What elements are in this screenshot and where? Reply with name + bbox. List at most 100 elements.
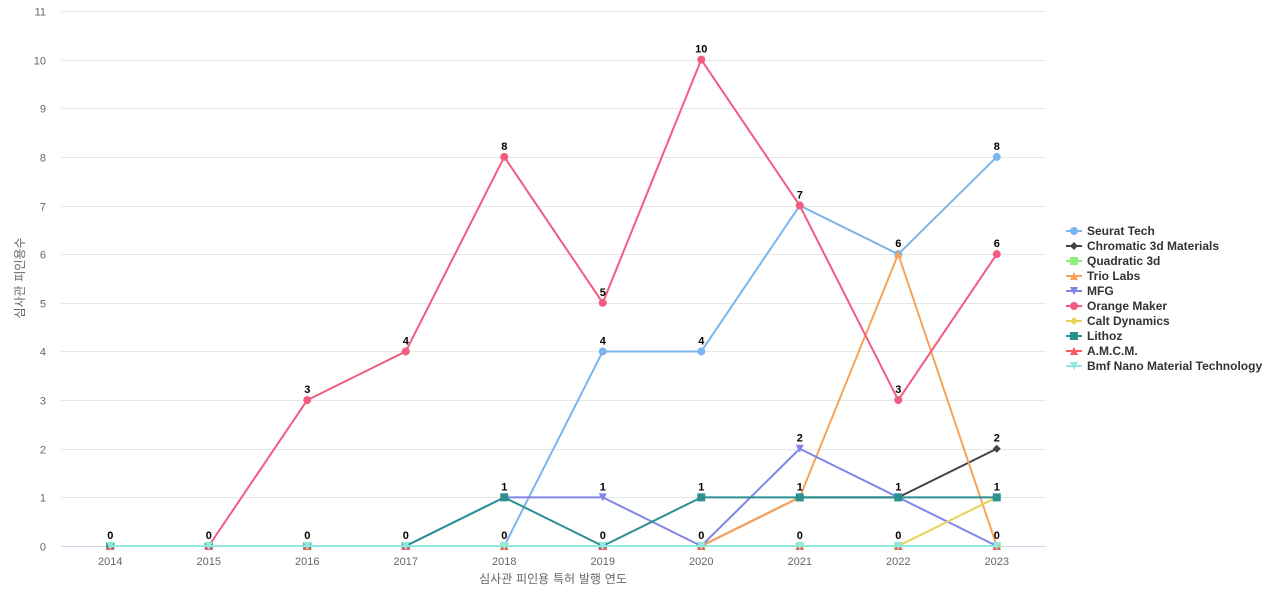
legend-marker [1070, 242, 1078, 250]
y-tick-label: 6 [40, 250, 46, 262]
data-point [500, 152, 509, 161]
data-label: 0 [600, 530, 606, 542]
x-tick-label: 2022 [886, 556, 910, 568]
series-lithoz [106, 493, 1001, 550]
legend-label: Lithoz [1087, 329, 1122, 343]
data-label: 8 [501, 141, 507, 153]
legend-item-lithoz[interactable]: Lithoz [1066, 329, 1122, 343]
legend-item-trio-labs[interactable]: Trio Labs [1066, 269, 1141, 283]
data-point [106, 542, 115, 550]
legend-label: Trio Labs [1087, 269, 1141, 283]
legend-label: Orange Maker [1087, 299, 1167, 313]
data-point [894, 542, 903, 550]
y-tick-label: 10 [34, 56, 46, 68]
y-tick-label: 3 [40, 396, 46, 408]
data-label: 0 [895, 530, 901, 542]
legend-label: Bmf Nano Material Technology [1087, 359, 1262, 373]
data-point [697, 542, 706, 550]
data-point [303, 396, 312, 405]
legend-item-orange-maker[interactable]: Orange Maker [1066, 299, 1167, 313]
data-label: 6 [994, 238, 1000, 250]
data-label: 1 [698, 481, 704, 493]
legend-marker [1070, 257, 1078, 265]
y-tick-label: 1 [40, 493, 46, 505]
x-tick-label: 2021 [788, 556, 812, 568]
y-tick-labels: 0 1 2 3 4 5 6 7 8 9 10 11 [34, 7, 46, 554]
data-label: 0 [304, 530, 310, 542]
legend-label: Calt Dynamics [1087, 314, 1170, 328]
data-label: 3 [304, 384, 310, 396]
data-label: 7 [797, 190, 803, 202]
y-tick-label: 9 [40, 104, 46, 116]
legend-label: Quadratic 3d [1087, 254, 1160, 268]
legend-marker [1070, 227, 1078, 235]
legend-marker [1070, 362, 1078, 370]
data-point [697, 493, 706, 502]
y-tick-label: 2 [40, 445, 46, 457]
y-tick-label: 8 [40, 153, 46, 165]
data-label: 1 [797, 481, 803, 493]
legend-item-mfg[interactable]: MFG [1066, 284, 1114, 298]
data-point [894, 493, 903, 502]
legend-item-quadratic-3d[interactable]: Quadratic 3d [1066, 254, 1160, 268]
legend-marker [1070, 317, 1078, 325]
data-point [303, 542, 312, 550]
data-point [204, 542, 213, 550]
grid-lines [61, 11, 1046, 547]
legend-marker [1070, 332, 1078, 340]
data-point [894, 396, 903, 405]
data-label: 8 [994, 141, 1000, 153]
legend-marker [1070, 272, 1078, 280]
data-label: 4 [698, 335, 705, 347]
data-point [795, 444, 804, 453]
data-label: 5 [600, 287, 606, 299]
y-tick-label: 7 [40, 202, 46, 214]
data-label: 0 [107, 530, 113, 542]
x-axis-title: 심사관 피인용 특허 발행 연도 [479, 571, 627, 586]
data-label: 6 [895, 238, 901, 250]
x-tick-label: 2018 [492, 556, 516, 568]
data-point [598, 493, 607, 502]
data-label: 2 [797, 433, 803, 445]
data-point [992, 250, 1001, 259]
data-label: 0 [698, 530, 704, 542]
data-label: 1 [501, 481, 507, 493]
data-point [500, 493, 509, 502]
data-point [697, 55, 706, 64]
data-label: 0 [797, 530, 803, 542]
legend-item-a-m-c-m[interactable]: A.M.C.M. [1066, 344, 1138, 358]
legend-label: A.M.C.M. [1087, 344, 1138, 358]
legend-label: Seurat Tech [1087, 224, 1155, 238]
data-label: 0 [994, 530, 1000, 542]
legend-marker [1070, 302, 1078, 310]
x-tick-label: 2020 [689, 556, 713, 568]
series-line [109, 496, 998, 547]
legend-label: MFG [1087, 284, 1114, 298]
data-labels: 0 0 0 3 0 4 0 1 8 0 1 4 5 0 1 4 10 0 1 2 7 0 1 3 6 0 1 2 6 8 [107, 44, 1000, 542]
legend-item-bmf-nano-material-technology[interactable]: Bmf Nano Material Technology [1066, 359, 1262, 373]
data-label: 10 [695, 44, 707, 56]
data-label: 4 [600, 335, 607, 347]
legend-item-chromatic-3d-materials[interactable]: Chromatic 3d Materials [1066, 239, 1219, 253]
data-point [401, 542, 410, 550]
data-point [992, 444, 1001, 453]
data-point [500, 542, 509, 550]
data-point [795, 493, 804, 502]
y-tick-label: 11 [35, 7, 46, 19]
data-point [894, 250, 903, 259]
x-tick-label: 2023 [985, 556, 1009, 568]
data-point [598, 347, 607, 356]
data-label: 3 [895, 384, 901, 396]
x-tick-labels: 2014 2015 2016 2017 2018 2019 2020 2021 2022 2023 [98, 556, 1009, 568]
series-line [109, 58, 998, 547]
x-tick-label: 2019 [591, 556, 615, 568]
data-label: 1 [994, 481, 1000, 493]
legend-item-seurat-tech[interactable]: Seurat Tech [1066, 224, 1155, 238]
data-label: 1 [600, 481, 606, 493]
data-point [992, 542, 1001, 550]
data-label: 1 [895, 481, 901, 493]
data-label: 0 [403, 530, 409, 542]
legend-item-calt-dynamics[interactable]: Calt Dynamics [1066, 314, 1170, 328]
data-label: 0 [501, 530, 507, 542]
